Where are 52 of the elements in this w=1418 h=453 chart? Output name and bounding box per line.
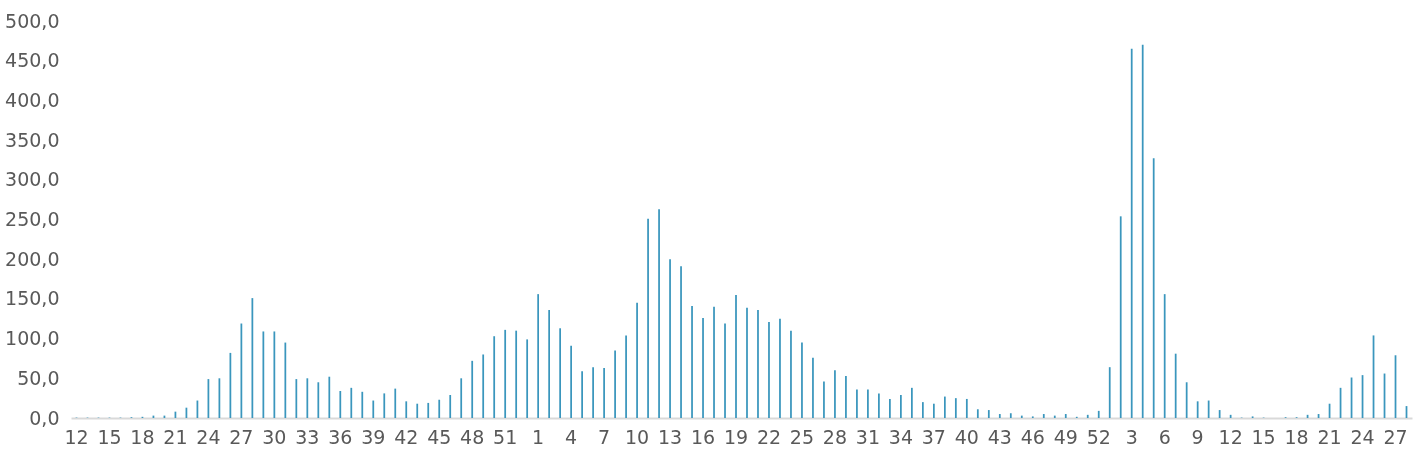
x-tick-label: 31 <box>855 425 880 448</box>
x-tick-label: 46 <box>1020 425 1045 448</box>
y-tick-label: 200,0 <box>5 247 60 270</box>
x-tick-label: 18 <box>130 425 155 448</box>
y-tick-label: 100,0 <box>5 327 60 350</box>
x-tick-label: 30 <box>262 425 287 448</box>
y-tick-label: 0,0 <box>29 406 60 429</box>
x-tick-label: 1 <box>532 425 545 448</box>
x-tick-label: 21 <box>163 425 188 448</box>
x-tick-label: 12 <box>64 425 89 448</box>
x-tick-label: 27 <box>1383 425 1408 448</box>
x-tick-label: 9 <box>1191 425 1204 448</box>
y-tick-label: 500,0 <box>5 9 60 32</box>
x-tick-label: 34 <box>888 425 913 448</box>
x-tick-label: 7 <box>598 425 611 448</box>
x-tick-label: 15 <box>97 425 122 448</box>
y-tick-label: 250,0 <box>5 208 60 230</box>
x-tick-label: 36 <box>328 425 353 448</box>
y-tick-label: 350,0 <box>5 128 60 151</box>
x-tick-label: 40 <box>954 425 979 448</box>
x-tick-label: 22 <box>756 425 782 448</box>
x-tick-label: 4 <box>565 425 578 448</box>
x-tick-label: 6 <box>1158 425 1171 448</box>
x-tick-label: 15 <box>1251 425 1276 448</box>
x-tick-label: 3 <box>1125 425 1138 448</box>
y-tick-label: 450,0 <box>5 49 60 72</box>
x-tick-label: 12 <box>1218 425 1243 448</box>
x-tick-label: 18 <box>1284 425 1309 448</box>
x-tick-label: 51 <box>493 425 518 448</box>
x-tick-label: 19 <box>723 425 749 448</box>
y-tick-label: 300,0 <box>5 168 60 191</box>
x-tick-label: 33 <box>295 425 320 448</box>
x-tick-label: 49 <box>1053 425 1078 448</box>
x-tick-label: 52 <box>1086 425 1111 448</box>
x-tick-label: 27 <box>229 425 254 448</box>
x-tick-label: 42 <box>394 425 419 448</box>
x-tick-label: 25 <box>789 425 815 448</box>
x-tick-label: 24 <box>1350 425 1375 448</box>
x-tick-label: 24 <box>196 425 221 448</box>
x-tick-label: 48 <box>460 425 485 448</box>
x-tick-label: 13 <box>657 425 683 448</box>
x-tick-label: 37 <box>921 425 946 448</box>
y-tick-label: 150,0 <box>5 287 60 310</box>
x-tick-label: 21 <box>1317 425 1342 448</box>
x-tick-label: 16 <box>690 425 716 448</box>
y-tick-label: 50,0 <box>17 366 60 389</box>
x-tick-label: 28 <box>822 425 848 448</box>
x-tick-label: 45 <box>427 425 452 448</box>
x-tick-label: 39 <box>361 425 386 448</box>
y-tick-label: 400,0 <box>5 88 60 111</box>
x-tick-label: 43 <box>987 425 1012 448</box>
x-tick-label: 10 <box>624 425 650 448</box>
